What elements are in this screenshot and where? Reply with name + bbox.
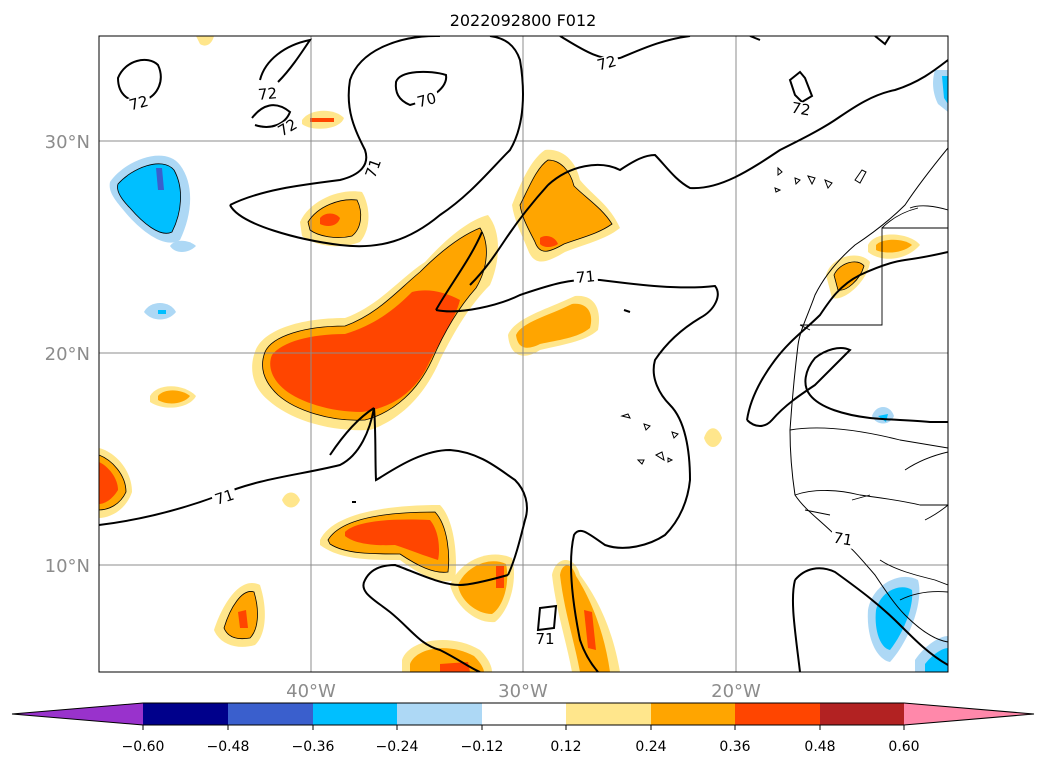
contour-line (229, 36, 524, 248)
contour-label: 71 (213, 486, 237, 509)
contour-line (251, 38, 313, 128)
colorbar-tick-label: −0.48 (207, 739, 250, 755)
anomaly-outline (223, 591, 258, 640)
lat-tick-label: 30°N (45, 132, 90, 153)
lon-tick-label: 30°W (498, 681, 548, 702)
canary-islands (774, 166, 867, 193)
lat-axis: 30°N 20°N 10°N (45, 132, 90, 577)
contour-label: 72 (790, 99, 812, 120)
contour-label: 72 (127, 92, 150, 114)
colorbar-ticks (142, 725, 905, 730)
warm-anomaly-region (516, 303, 592, 348)
colorbar-swatch (651, 703, 735, 725)
anomaly-outline (519, 159, 613, 252)
colorbar-tick-label: −0.24 (376, 739, 419, 755)
lon-axis: 40°W 30°W 20°W (286, 681, 761, 702)
contour-label: 70 (415, 89, 438, 111)
colorbar-swatch (228, 703, 313, 725)
colorbar-swatches (12, 703, 1034, 725)
warm-anomaly-region (345, 519, 440, 560)
colorbar-swatch (566, 703, 651, 725)
warm-anomaly-region (282, 492, 300, 508)
colorbar-tick-label: 0.60 (888, 739, 919, 755)
warm-anomaly-region (238, 610, 248, 628)
lon-tick-label: 40°W (286, 681, 336, 702)
cool-anomaly-region (170, 240, 196, 252)
colorbar-tick-label: 0.24 (635, 739, 666, 755)
anomaly-outline (117, 163, 181, 234)
contour-line (746, 251, 948, 427)
anomaly-outline-layer (99, 159, 865, 640)
colorbar-swatch (313, 703, 397, 725)
colorbar-tick-label: −0.12 (461, 739, 504, 755)
colorbar-swatch (143, 703, 228, 725)
colorbar-tick-label: 0.36 (719, 739, 750, 755)
colorbar-extend-low (12, 703, 143, 725)
map-title: 2022092800 F012 (450, 11, 597, 30)
warm-anomaly-region (876, 239, 912, 253)
warm-anomaly-region (584, 610, 596, 650)
colorbar-swatch (735, 703, 820, 725)
lon-tick-label: 20°W (711, 681, 761, 702)
contour-label: 71 (535, 630, 554, 648)
warm-anomaly-region (99, 462, 118, 504)
colorbar-swatch (482, 703, 566, 725)
coastline-layer (620, 147, 948, 643)
anomaly-outline (99, 454, 127, 511)
contour-line (352, 309, 631, 503)
cool-anomaly-region (117, 163, 181, 234)
contour-line (329, 407, 375, 456)
contour-label: 71 (362, 156, 385, 180)
cool-anomaly-region (942, 76, 948, 104)
contour-line (469, 59, 948, 286)
colorbar-tick-label: 0.48 (804, 739, 835, 755)
contour-label: 72 (595, 52, 618, 74)
contour-line (116, 58, 162, 102)
contour-line (749, 36, 891, 46)
colorbar-tick-labels: −0.60 −0.48 −0.36 −0.24 −0.12 0.12 0.24 … (122, 739, 920, 755)
cool-anomaly-region (156, 168, 164, 190)
country-borders (789, 205, 948, 601)
warm-anomaly-region (834, 261, 864, 291)
plot-area: 72 72 72 70 72 72 71 71 71 71 71 (99, 36, 948, 672)
warm-anomaly-region (320, 213, 340, 226)
anomaly-outline (262, 227, 487, 421)
lat-tick-label: 20°N (45, 344, 90, 365)
warm-anomaly-region (158, 390, 190, 404)
contour-line (362, 563, 509, 672)
contour-label: 71 (832, 529, 854, 550)
colorbar-swatch (820, 703, 904, 725)
warm-anomaly-region (704, 428, 722, 447)
anomaly-outline (327, 511, 450, 573)
colorbar-tick-label: −0.60 (122, 739, 165, 755)
colorbar-tick-label: −0.36 (292, 739, 335, 755)
contour-label: 72 (257, 84, 278, 104)
plot-frame (98, 35, 949, 673)
warm-anomaly-region (458, 561, 508, 614)
cool-anomaly-region (925, 648, 948, 672)
colorbar: −0.60 −0.48 −0.36 −0.24 −0.12 0.12 0.24 … (11, 702, 1035, 755)
warm-anomaly-region (196, 36, 214, 46)
cool-anomaly-region (158, 310, 166, 314)
colorbar-swatch (397, 703, 482, 725)
contour-label: 71 (575, 267, 596, 287)
colorbar-tick-label: 0.12 (550, 739, 581, 755)
warm-anomaly-region (270, 290, 460, 412)
cape-verde-islands (620, 413, 679, 465)
anomaly-outline (833, 261, 865, 291)
colorbar-extend-high (904, 703, 1034, 725)
lat-tick-label: 10°N (45, 556, 90, 577)
contour-line (559, 36, 691, 60)
contour-line (791, 567, 948, 672)
warm-anomaly-region (520, 160, 612, 252)
africa-coastline (789, 147, 948, 643)
contour-line (788, 70, 814, 104)
warm-anomaly-region (540, 236, 558, 247)
graticule (99, 36, 948, 672)
warm-anomaly-region (310, 118, 334, 122)
warm-anomaly-region (440, 662, 470, 672)
anomaly-outline (307, 199, 362, 238)
contour-line (536, 604, 558, 632)
